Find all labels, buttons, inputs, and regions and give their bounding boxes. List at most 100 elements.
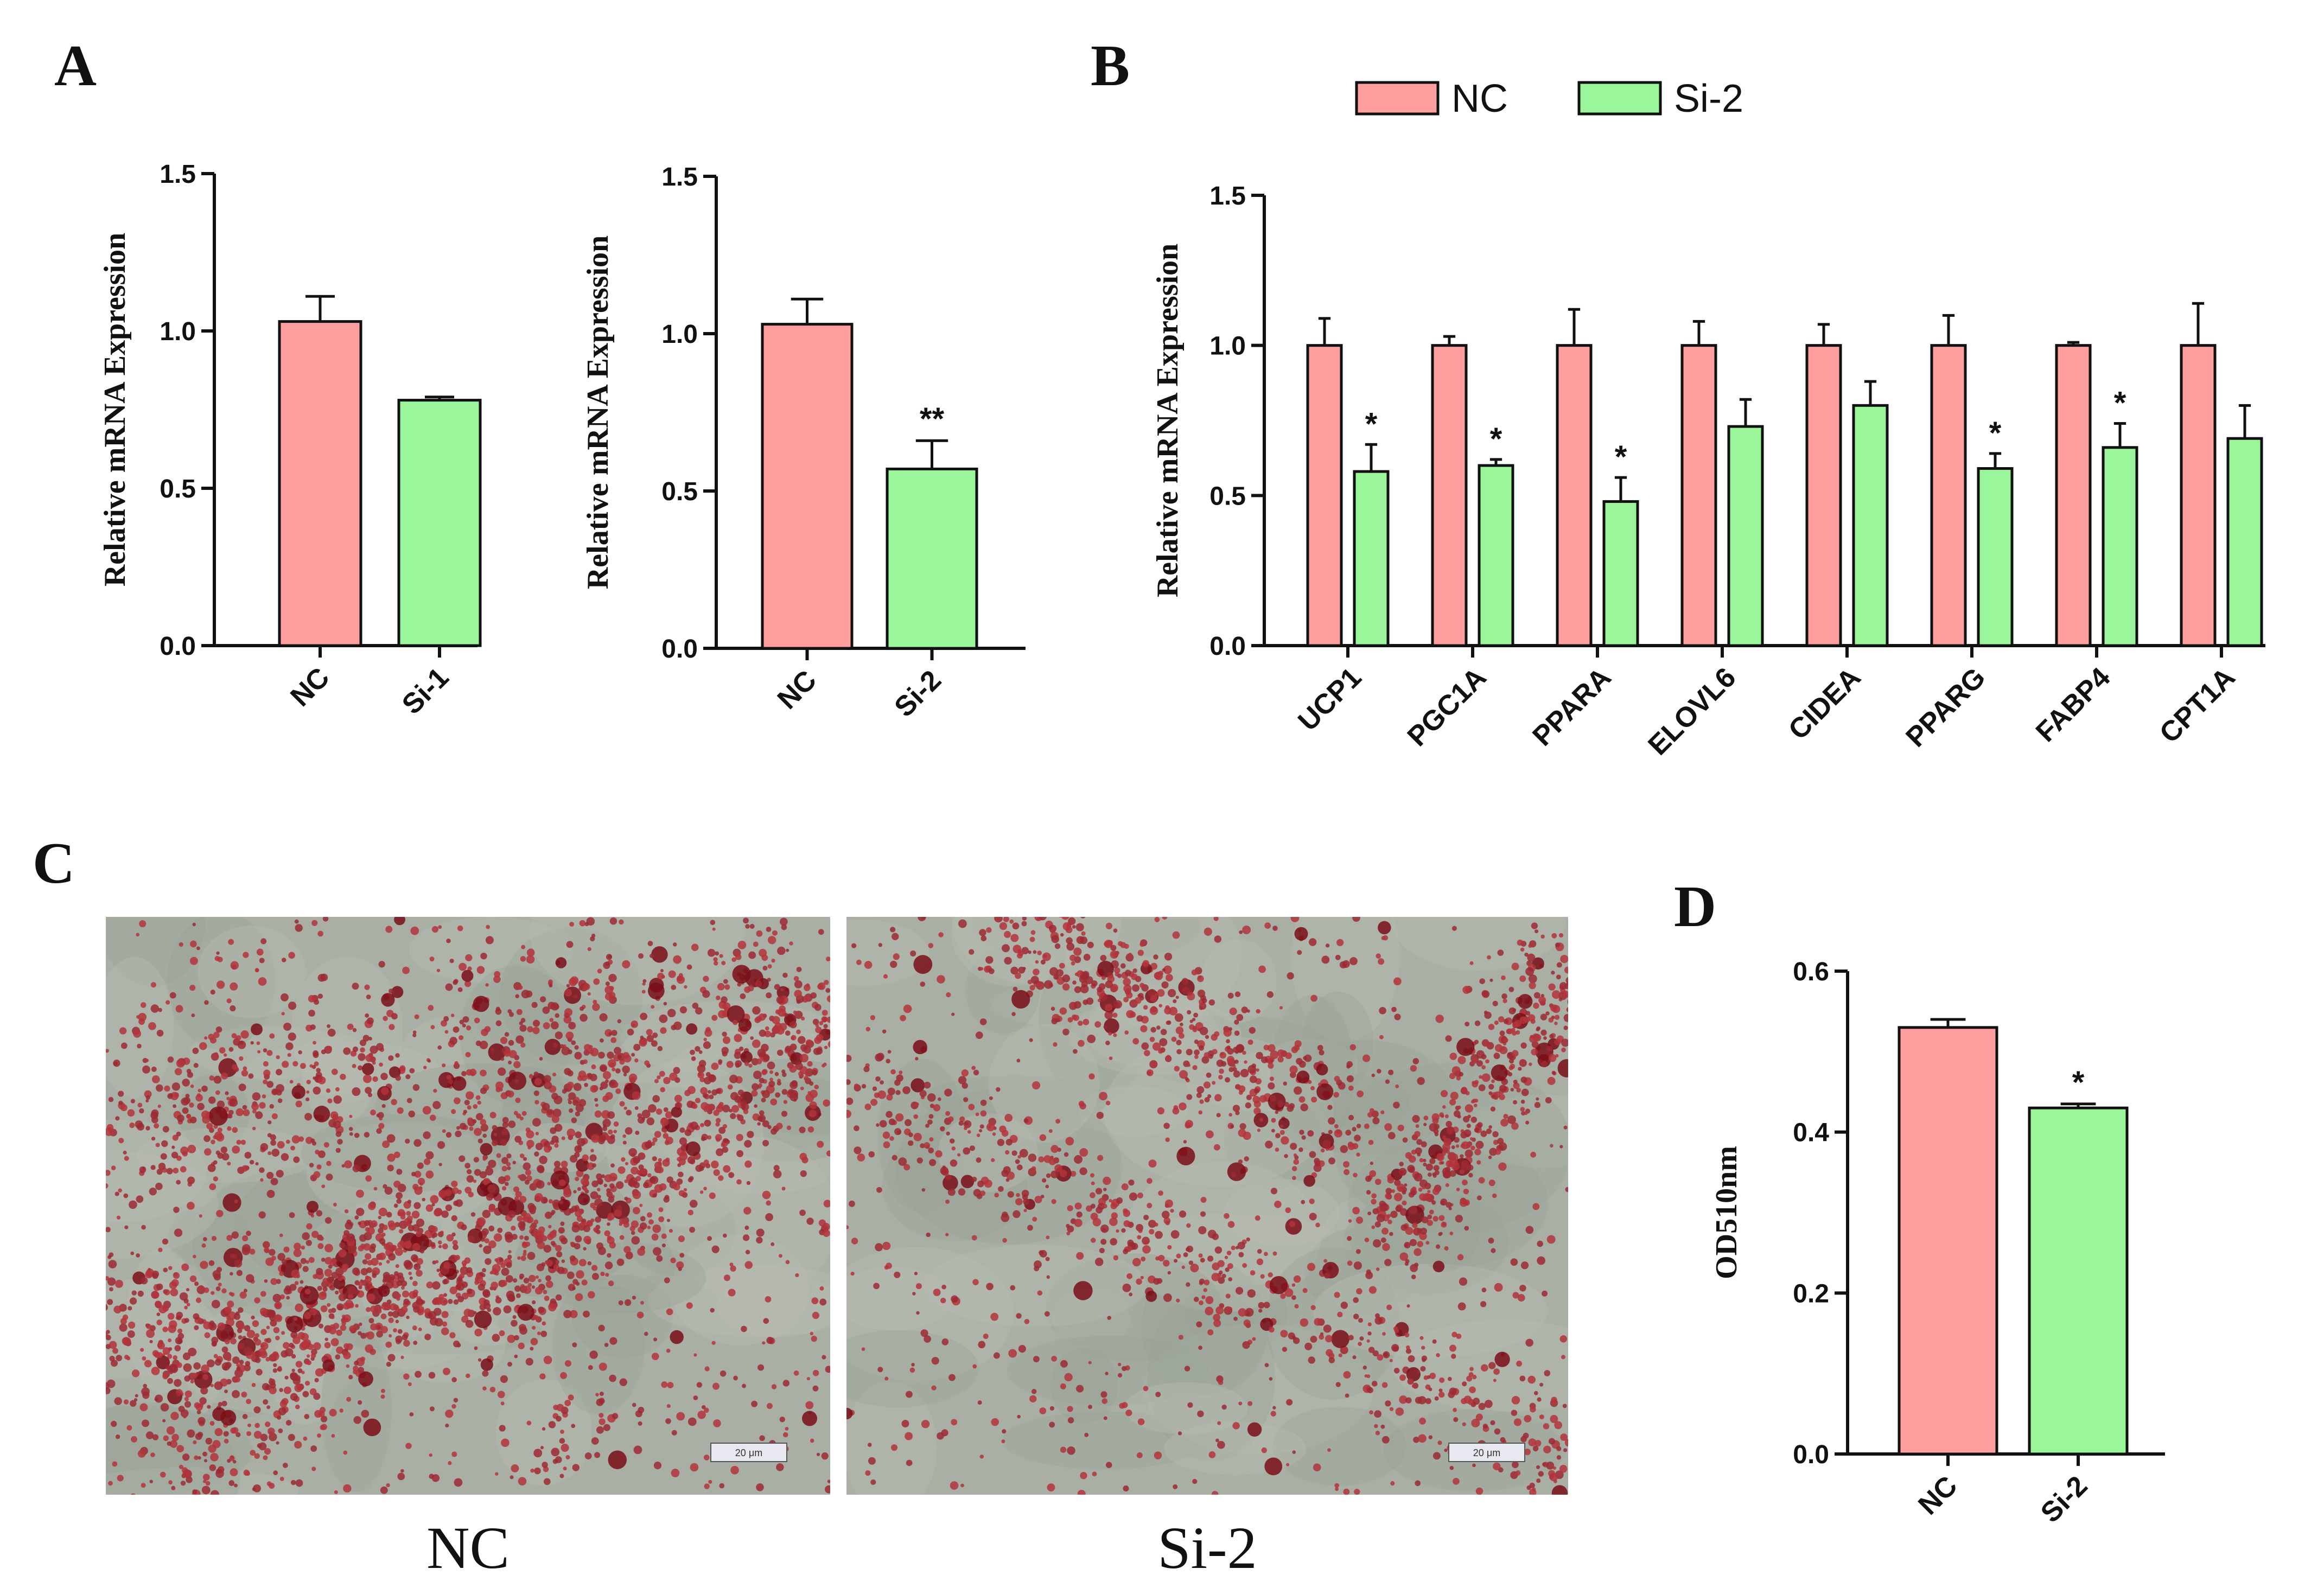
droplet [387, 1153, 396, 1162]
droplet [1561, 1047, 1566, 1053]
droplet [448, 1461, 452, 1465]
droplet [1090, 1238, 1096, 1243]
droplet [1035, 960, 1039, 964]
droplet [1354, 1489, 1360, 1495]
droplet [1455, 1144, 1460, 1148]
background-patch [1186, 1053, 1344, 1112]
droplet [1105, 1004, 1113, 1012]
droplet [1387, 1176, 1395, 1184]
droplet [521, 945, 526, 949]
droplet [605, 981, 610, 986]
droplet [372, 1273, 377, 1278]
droplet [660, 1118, 669, 1126]
droplet [173, 1355, 178, 1360]
droplet [333, 1120, 341, 1129]
droplet [703, 975, 709, 982]
droplet [1507, 1052, 1511, 1056]
droplet [381, 1232, 386, 1237]
droplet [365, 1276, 372, 1283]
droplet [467, 1117, 474, 1124]
droplet [306, 1201, 319, 1213]
droplet [1301, 1200, 1306, 1204]
droplet [652, 1137, 658, 1143]
droplet [622, 1065, 630, 1074]
droplet [239, 1056, 244, 1061]
droplet [1481, 1287, 1487, 1292]
droplet [731, 957, 737, 962]
droplet [300, 1063, 306, 1069]
droplet [873, 1283, 880, 1290]
droplet [226, 1318, 234, 1327]
droplet [264, 1243, 269, 1248]
droplet [532, 1300, 536, 1305]
droplet [412, 1325, 417, 1331]
droplet [461, 1260, 467, 1266]
droplet [632, 1156, 641, 1164]
droplet [146, 1323, 151, 1329]
droplet [1219, 1068, 1224, 1074]
droplet [724, 984, 730, 990]
droplet [208, 1106, 228, 1126]
droplet [323, 1142, 329, 1148]
droplet [149, 1479, 154, 1484]
droplet [994, 1192, 999, 1198]
x-category-label: NC [284, 661, 335, 712]
droplet [628, 1179, 635, 1187]
droplet [1272, 1406, 1276, 1410]
droplet [459, 1035, 464, 1041]
droplet [265, 1421, 271, 1427]
droplet [211, 1139, 215, 1145]
droplet [404, 1241, 412, 1249]
droplet [1123, 978, 1131, 986]
droplet [239, 1360, 244, 1365]
droplet [141, 1387, 150, 1396]
droplet [527, 1252, 536, 1260]
droplet [487, 1184, 496, 1193]
droplet [577, 1193, 590, 1206]
droplet [1565, 1187, 1568, 1192]
droplet [508, 1120, 516, 1128]
droplet [1059, 1170, 1067, 1177]
droplet [233, 1313, 241, 1320]
droplet [519, 1273, 525, 1279]
droplet [496, 1153, 501, 1158]
droplet [431, 1226, 438, 1233]
droplet [129, 1297, 137, 1305]
droplet [1184, 1366, 1190, 1372]
droplet [413, 1202, 421, 1209]
droplet [1112, 1012, 1118, 1018]
droplet [555, 1031, 563, 1039]
droplet [1236, 1013, 1244, 1021]
droplet [765, 1213, 773, 1221]
droplet [723, 1165, 731, 1173]
droplet [167, 1354, 173, 1359]
background-patch [1223, 1178, 1340, 1246]
droplet [467, 1288, 473, 1294]
droplet [1481, 1364, 1488, 1372]
droplet [776, 1463, 784, 1471]
droplet [1449, 1344, 1457, 1352]
background-patch [1270, 995, 1355, 1151]
droplet [1261, 1447, 1268, 1453]
droplet [1214, 935, 1222, 943]
droplet [756, 1483, 764, 1491]
droplet [321, 1049, 326, 1055]
droplet [270, 1319, 277, 1327]
droplet [928, 1147, 934, 1153]
droplet [340, 1324, 347, 1331]
droplet [1353, 1313, 1359, 1320]
droplet [604, 985, 614, 994]
droplet [362, 1259, 368, 1265]
droplet [1419, 1336, 1424, 1340]
droplet [654, 1079, 659, 1083]
droplet [899, 1070, 903, 1075]
droplet [442, 1063, 446, 1068]
droplet [385, 1242, 393, 1250]
droplet [920, 1143, 925, 1149]
droplet [1542, 1462, 1546, 1466]
droplet [1445, 1035, 1452, 1042]
droplet [199, 1214, 202, 1218]
droplet [185, 1093, 190, 1098]
droplet [646, 1029, 653, 1036]
droplet [1358, 1318, 1363, 1323]
